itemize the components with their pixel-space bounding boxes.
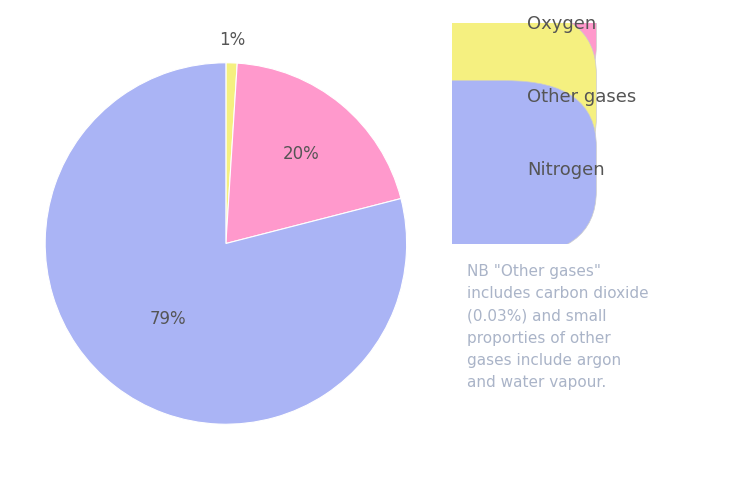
FancyBboxPatch shape (361, 0, 596, 112)
Text: 1%: 1% (219, 31, 245, 49)
Wedge shape (45, 63, 407, 425)
Text: Other gases: Other gases (527, 88, 636, 106)
Text: NB "Other gases"
includes carbon dioxide
(0.03%) and small
proporties of other
g: NB "Other gases" includes carbon dioxide… (467, 264, 648, 389)
FancyBboxPatch shape (361, 81, 596, 257)
Wedge shape (226, 64, 401, 244)
Text: 79%: 79% (150, 309, 187, 327)
Text: Nitrogen: Nitrogen (527, 161, 605, 178)
Wedge shape (226, 63, 237, 244)
FancyBboxPatch shape (361, 9, 596, 185)
Text: Oxygen: Oxygen (527, 16, 596, 33)
Text: 20%: 20% (282, 145, 319, 163)
